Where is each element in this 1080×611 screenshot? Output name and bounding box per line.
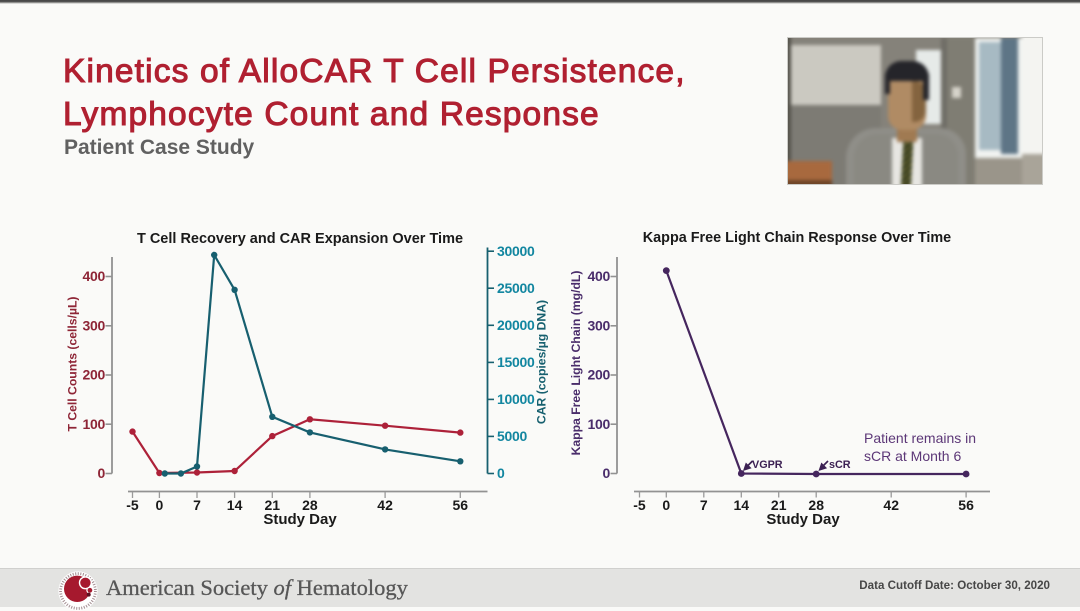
svg-text:30000: 30000 [497, 243, 535, 259]
svg-text:0: 0 [497, 465, 505, 481]
svg-text:100: 100 [588, 416, 611, 432]
svg-text:0: 0 [603, 465, 611, 481]
svg-text:10000: 10000 [497, 391, 535, 407]
svg-text:28: 28 [302, 497, 318, 513]
svg-text:14: 14 [734, 497, 750, 513]
svg-text:400: 400 [588, 268, 611, 284]
svg-text:0: 0 [98, 465, 106, 481]
svg-text:15000: 15000 [497, 354, 535, 370]
svg-text:300: 300 [588, 318, 611, 334]
svg-text:100: 100 [83, 416, 106, 432]
svg-text:CAR (copies/µg DNA): CAR (copies/µg DNA) [535, 300, 549, 424]
svg-text:200: 200 [588, 367, 611, 383]
svg-text:14: 14 [227, 497, 243, 513]
svg-text:28: 28 [808, 497, 824, 513]
svg-text:42: 42 [377, 497, 393, 513]
svg-text:56: 56 [958, 497, 974, 513]
svg-text:7: 7 [193, 497, 201, 513]
svg-text:0: 0 [156, 497, 164, 513]
svg-text:Study Day: Study Day [766, 511, 840, 528]
svg-text:300: 300 [83, 318, 106, 334]
svg-text:25000: 25000 [497, 280, 535, 296]
svg-text:7: 7 [700, 497, 708, 513]
svg-text:20000: 20000 [497, 317, 535, 333]
svg-text:42: 42 [883, 497, 899, 513]
svg-text:-5: -5 [126, 497, 139, 513]
svg-text:Study Day: Study Day [263, 511, 337, 528]
svg-text:400: 400 [83, 268, 106, 284]
svg-text:sCR at Month 6: sCR at Month 6 [864, 448, 961, 464]
svg-text:21: 21 [771, 497, 787, 513]
svg-text:T Cell Recovery and CAR Expans: T Cell Recovery and CAR Expansion Over T… [137, 231, 463, 247]
svg-text:0: 0 [662, 497, 670, 513]
svg-text:T Cell Counts (cells/µL): T Cell Counts (cells/µL) [66, 296, 80, 431]
svg-text:VGPR: VGPR [752, 459, 783, 471]
svg-text:Kappa Free Light Chain (mg/dL): Kappa Free Light Chain (mg/dL) [569, 271, 583, 456]
svg-text:56: 56 [453, 497, 469, 513]
svg-text:21: 21 [265, 497, 281, 513]
svg-text:-5: -5 [633, 497, 646, 513]
svg-text:200: 200 [83, 367, 106, 383]
svg-text:Patient remains in: Patient remains in [864, 430, 976, 446]
svg-text:Kappa Free Light Chain Respons: Kappa Free Light Chain Response Over Tim… [643, 230, 951, 246]
svg-text:5000: 5000 [497, 428, 527, 444]
svg-text:sCR: sCR [829, 459, 851, 471]
